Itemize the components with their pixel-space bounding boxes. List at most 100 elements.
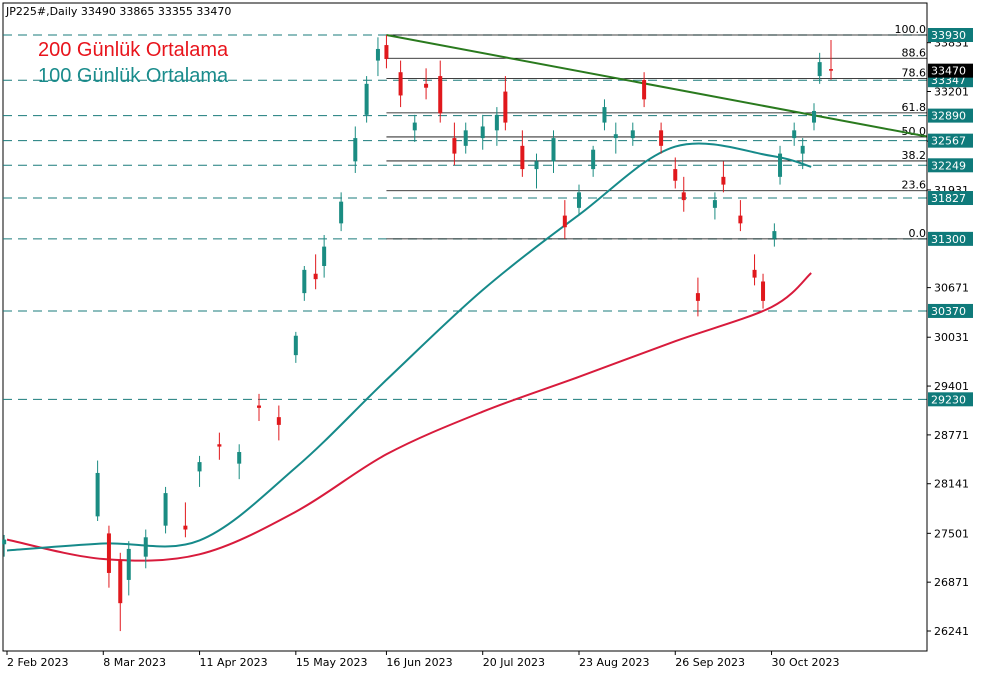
y-tick-label-28141: 28141 — [934, 478, 969, 491]
x-tick-label-4: 16 Jun 2023 — [386, 656, 452, 669]
candle-body-32 — [534, 161, 539, 170]
candle-body-43 — [681, 192, 686, 201]
candle-body-52 — [792, 130, 797, 139]
fib-label-38.2: 38.2 — [902, 149, 927, 162]
candle-body-51 — [778, 153, 783, 177]
x-tick-label-3: 15 May 2023 — [296, 656, 368, 669]
level-price-31300-box — [928, 231, 973, 246]
candle-body-36 — [591, 149, 596, 170]
x-tick-label-2: 11 Apr 2023 — [200, 656, 268, 669]
ma200-line — [6, 272, 812, 562]
candle-body-18 — [353, 138, 358, 162]
y-tick-label-30671: 30671 — [934, 282, 969, 295]
candle-body-26 — [452, 138, 457, 154]
candle-body-2 — [106, 533, 111, 573]
level-price-29230-text: 29230 — [931, 393, 966, 406]
fib-label-100.0: 100.0 — [895, 23, 927, 36]
candle-body-13 — [293, 335, 298, 356]
candle-body-24 — [424, 83, 429, 88]
candle-body-7 — [183, 525, 188, 530]
candle-body-16 — [322, 246, 327, 266]
candle-body-35 — [576, 192, 581, 208]
y-tick-label-27501: 27501 — [934, 527, 969, 540]
candle-body-29 — [494, 114, 499, 131]
candle-body-6 — [163, 493, 168, 526]
candle-body-12 — [276, 417, 281, 425]
price-labels: 3393033347328903256732249318273130030370… — [928, 28, 973, 407]
candle-body-21 — [384, 45, 389, 60]
legend-ma100: 100 Günlük Ortalama — [38, 65, 229, 87]
candle-body-1 — [95, 472, 100, 517]
candle-body-34 — [562, 215, 567, 228]
level-price-31827-box — [928, 191, 973, 206]
fib-label-61.8: 61.8 — [902, 101, 927, 114]
y-axis: 3383133201325613193130671300312940128771… — [926, 3, 969, 651]
current-price-box — [928, 63, 973, 78]
candle-body-20 — [375, 48, 380, 61]
candle-body-27 — [463, 130, 468, 146]
candle-body-49 — [761, 281, 766, 301]
level-price-30370-text: 30370 — [931, 305, 966, 318]
current-price-text: 33470 — [931, 65, 966, 78]
x-tick-label-5: 20 Jul 2023 — [483, 656, 545, 669]
fib-label-78.6: 78.6 — [902, 67, 927, 80]
level-price-32890-text: 32890 — [931, 110, 966, 123]
x-tick-label-8: 30 Oct 2023 — [772, 656, 840, 669]
y-tick-label-30031: 30031 — [934, 331, 969, 344]
candle-body-5 — [143, 537, 148, 557]
candle-body-41 — [659, 130, 664, 146]
candle-body-9 — [217, 444, 222, 447]
chart-header: JP225#,Daily 33490 33865 33355 33470 — [5, 5, 231, 18]
level-price-32890-box — [928, 108, 973, 123]
candle-body-40 — [642, 79, 647, 100]
fibonacci-retracement: 100.088.678.661.850.038.223.60.0 — [386, 23, 927, 240]
y-tick-label-26241: 26241 — [934, 625, 969, 638]
candle-body-50 — [772, 231, 777, 239]
candle-body-23 — [412, 122, 417, 131]
candle-body-30 — [503, 91, 508, 123]
candle-body-8 — [197, 462, 202, 472]
level-price-31827-text: 31827 — [931, 192, 966, 205]
candle-body-28 — [480, 126, 485, 139]
candle-body-10 — [237, 452, 242, 464]
candle-body-15 — [313, 273, 318, 280]
candle-body-19 — [364, 83, 369, 115]
candle-body-44 — [695, 293, 700, 301]
x-tick-label-0: 2 Feb 2023 — [7, 656, 68, 669]
fib-label-88.6: 88.6 — [902, 46, 927, 59]
candle-body-0 — [2, 539, 7, 545]
candle-body-54 — [812, 110, 817, 123]
plot-frame — [2, 2, 928, 652]
candle-body-33 — [551, 138, 556, 162]
candle-body-53 — [800, 145, 805, 154]
x-tick-label-7: 26 Sep 2023 — [675, 656, 745, 669]
level-price-32249-text: 32249 — [931, 159, 966, 172]
level-price-33930-text: 33930 — [931, 29, 966, 42]
level-price-32567-box — [928, 133, 973, 148]
candle-body-3 — [118, 560, 123, 604]
legend-ma200: 200 Günlük Ortalama — [38, 39, 229, 61]
candle-body-22 — [398, 72, 403, 96]
moving-averages — [6, 142, 812, 562]
descending-trendline — [386, 34, 928, 138]
x-tick-label-6: 23 Aug 2023 — [579, 656, 649, 669]
candle-body-45 — [712, 200, 717, 208]
candle-body-14 — [302, 269, 307, 294]
candle-body-56 — [829, 69, 833, 71]
level-price-32249-box — [928, 158, 973, 173]
y-tick-label-26871: 26871 — [934, 576, 969, 589]
candle-body-37 — [602, 107, 607, 123]
level-price-33930-box — [928, 28, 973, 42]
ma100-line — [6, 142, 812, 552]
x-tick-label-1: 8 Mar 2023 — [103, 656, 166, 669]
level-price-32567-text: 32567 — [931, 135, 966, 148]
y-tick-label-28771: 28771 — [934, 429, 969, 442]
fib-label-0.0: 0.0 — [909, 227, 927, 240]
candle-body-11 — [257, 405, 262, 408]
candle-body-17 — [339, 201, 344, 224]
candle-body-39 — [630, 130, 635, 139]
y-tick-label-33201: 33201 — [934, 86, 969, 99]
candle-body-38 — [613, 134, 618, 139]
